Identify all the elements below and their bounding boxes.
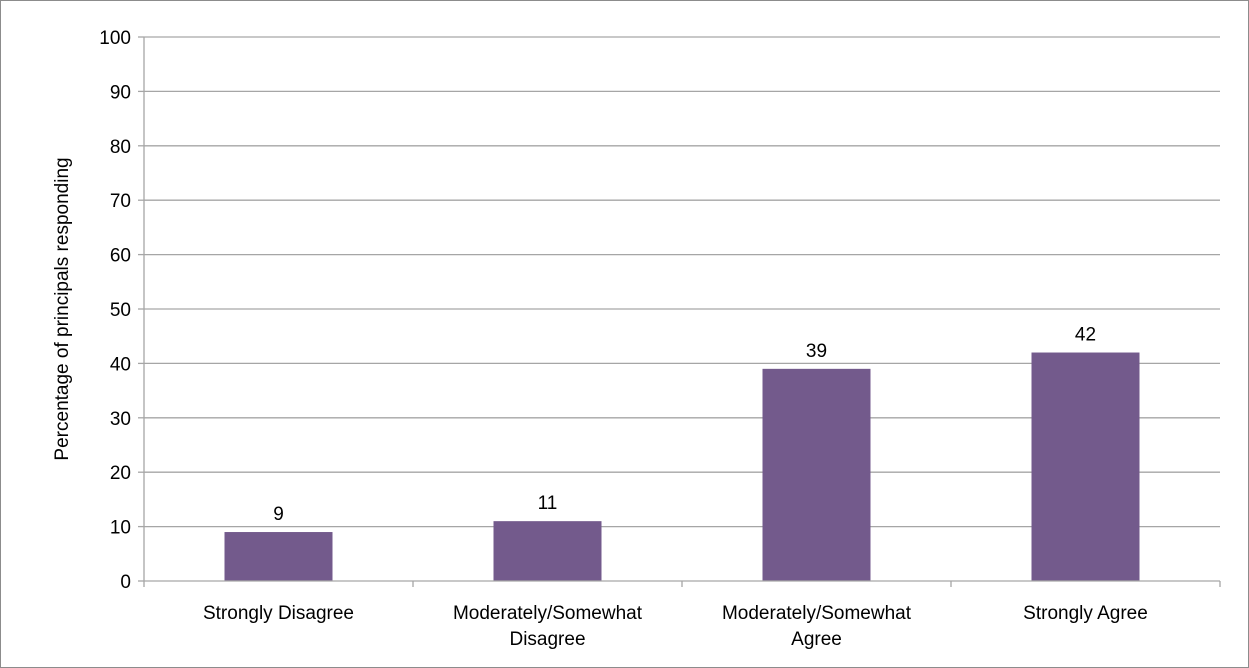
y-tick-label: 50	[110, 300, 131, 321]
y-tick-label: 30	[110, 409, 131, 430]
y-tick-label: 10	[110, 518, 131, 539]
x-category-label-line: Strongly Disagree	[203, 603, 354, 624]
y-tick-label: 90	[110, 82, 131, 103]
x-category-label: Strongly Agree	[1023, 603, 1148, 624]
bar	[224, 532, 333, 581]
y-tick-label: 100	[99, 28, 131, 49]
x-category-label: Moderately/Somewhat Agree	[722, 603, 912, 650]
data-label: 39	[806, 341, 827, 362]
y-tick-label: 40	[110, 354, 131, 375]
data-label: 9	[273, 504, 284, 525]
x-category-label-line: Agree	[791, 629, 842, 650]
labels: 0 10 20 30 40 50 60 70 80 90 100 9 Strongly Disagree…	[99, 28, 1148, 650]
x-category-label-line: Disagree	[509, 629, 585, 650]
y-tick-label: 0	[120, 572, 131, 593]
data-label: 42	[1075, 325, 1096, 346]
bar	[493, 521, 602, 581]
x-category-label-line: Moderately/Somewhat	[722, 603, 912, 624]
data-label: 11	[538, 493, 558, 514]
y-axis-title: Percentage of principals responding	[52, 157, 73, 460]
bar	[762, 368, 871, 581]
bars	[224, 352, 1140, 581]
bar	[1031, 352, 1140, 581]
y-tick-label: 20	[110, 463, 131, 484]
y-tick-label: 80	[110, 137, 131, 158]
x-category-label-line: Strongly Agree	[1023, 603, 1148, 624]
x-category-label: Strongly Disagree	[203, 603, 354, 624]
y-tick-label: 60	[110, 246, 131, 267]
x-category-label-line: Moderately/Somewhat	[453, 603, 643, 624]
x-category-label: Moderately/Somewhat Disagree	[453, 603, 643, 650]
y-tick-label: 70	[110, 191, 131, 212]
axes	[138, 36, 1221, 587]
